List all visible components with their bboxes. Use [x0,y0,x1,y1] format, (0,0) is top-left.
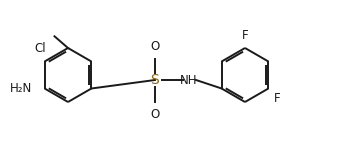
Text: S: S [151,73,159,87]
Text: O: O [150,108,160,121]
Text: Cl: Cl [35,42,46,56]
Text: NH: NH [180,74,198,87]
Text: F: F [242,29,248,42]
Text: H₂N: H₂N [10,82,33,95]
Text: F: F [273,92,280,104]
Text: O: O [150,40,160,53]
